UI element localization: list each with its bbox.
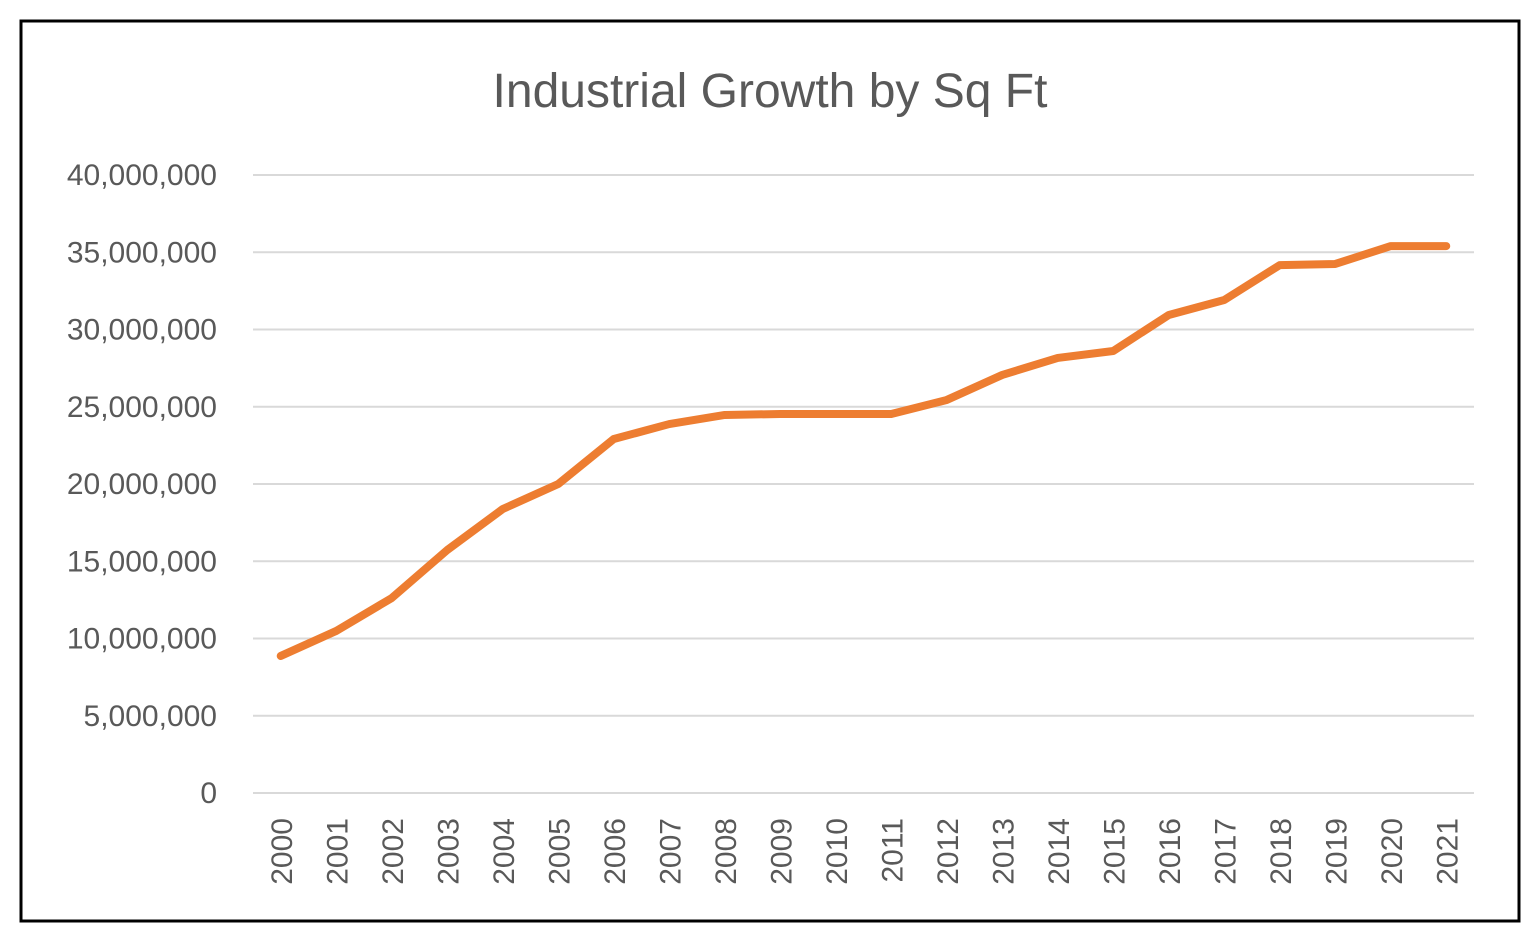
x-tick-label: 2012 xyxy=(932,818,965,885)
x-tick-label: 2005 xyxy=(543,818,576,885)
x-tick-label: 2020 xyxy=(1376,818,1409,885)
x-tick-label: 2006 xyxy=(599,818,632,885)
x-tick-label: 2019 xyxy=(1320,818,1353,885)
x-tick-label: 2001 xyxy=(321,818,354,885)
x-tick-label: 2008 xyxy=(710,818,743,885)
x-tick-label: 2003 xyxy=(432,818,465,885)
y-tick-label: 0 xyxy=(200,777,217,810)
series-line xyxy=(276,242,1451,660)
y-tick-label: 40,000,000 xyxy=(67,159,217,192)
y-tick-label: 15,000,000 xyxy=(67,545,217,578)
x-tick-label: 2009 xyxy=(765,818,798,885)
x-tick-label: 2011 xyxy=(876,818,909,883)
y-tick-label: 25,000,000 xyxy=(67,391,217,424)
x-tick-label: 2002 xyxy=(377,818,410,885)
x-tick-label: 2017 xyxy=(1209,818,1242,885)
x-tick-label: 2021 xyxy=(1431,818,1464,885)
x-tick-label: 2007 xyxy=(654,818,687,885)
chart-title: Industrial Growth by Sq Ft xyxy=(493,65,1048,118)
x-tick-label: 2014 xyxy=(1043,818,1076,885)
y-tick-label: 30,000,000 xyxy=(67,314,217,347)
x-tick-label: 2000 xyxy=(266,818,299,885)
x-tick-label: 2004 xyxy=(488,818,521,885)
y-tick-label: 10,000,000 xyxy=(67,623,217,656)
x-tick-label: 2018 xyxy=(1265,818,1298,885)
chart-border xyxy=(19,19,1521,923)
y-tick-label: 5,000,000 xyxy=(84,700,217,733)
x-tick-label: 2013 xyxy=(987,818,1020,885)
x-tick-label: 2016 xyxy=(1154,818,1187,885)
x-tick-label: 2015 xyxy=(1098,818,1131,885)
y-tick-label: 35,000,000 xyxy=(67,236,217,269)
x-tick-label: 2010 xyxy=(821,818,854,885)
y-tick-label: 20,000,000 xyxy=(67,468,217,501)
